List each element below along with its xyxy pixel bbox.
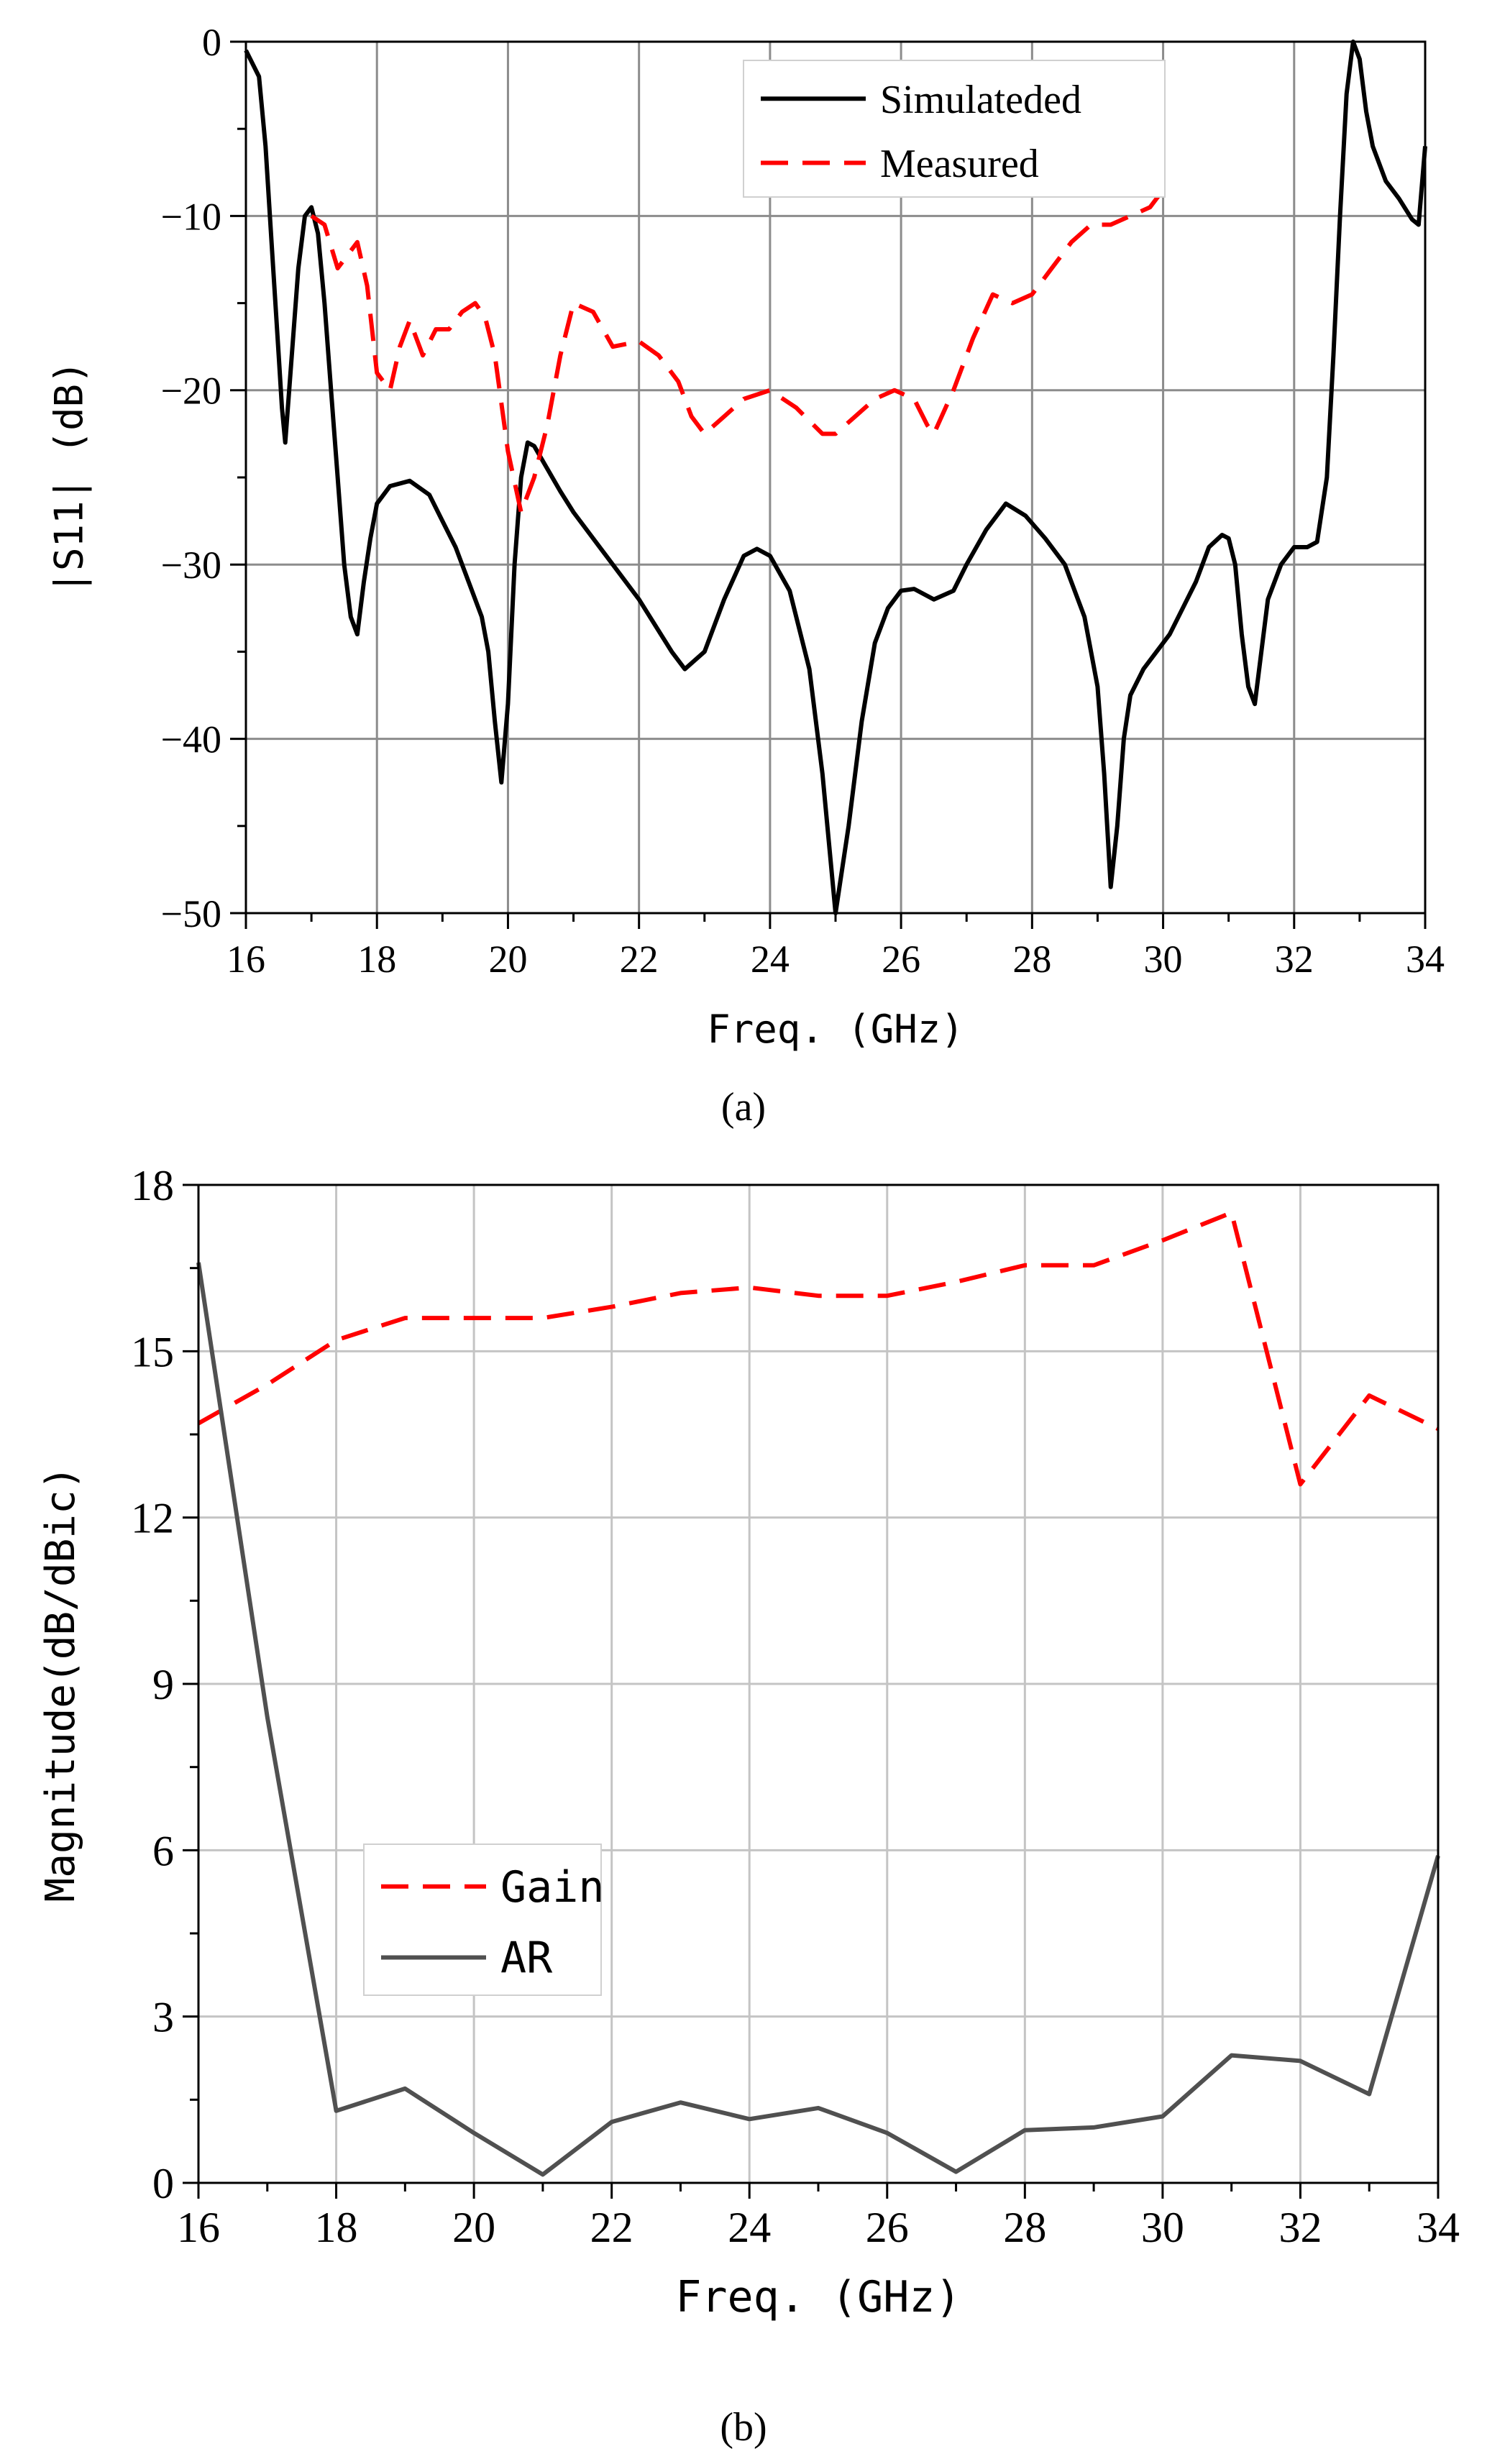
- b-x-tick-label: 16: [177, 2204, 220, 2251]
- a-legend-label-simulateded: Simulateded: [880, 78, 1081, 122]
- b-x-tick-label: 22: [590, 2204, 633, 2251]
- b-x-tick-label: 18: [315, 2204, 358, 2251]
- b-y-tick-label: 9: [152, 1661, 174, 1708]
- a-y-tick-label: −30: [161, 544, 221, 587]
- b-y-tick-label: 3: [152, 1994, 174, 2041]
- a-x-tick-label: 28: [1012, 938, 1051, 981]
- b-x-tick-label: 32: [1278, 2204, 1322, 2251]
- b-legend-label-gain: Gain: [500, 1862, 605, 1913]
- panel-b-tick-labels: 16 18 20 22 24 26 28 30 32 34 0 3 6 9 12 15 18: [131, 1162, 1460, 2251]
- a-x-tick-label: 24: [751, 938, 790, 981]
- panel-a-chart: 16 18 20 22 24 26 28 30 32 34 0 −10 −20 −30 −40 −50 Sim…: [47, 21, 1445, 1052]
- a-x-tick-label: 20: [488, 938, 527, 981]
- b-series-gain-line: [197, 1210, 1440, 1487]
- b-x-tick-label: 20: [452, 2204, 495, 2251]
- panel-a-y-axis-label: |S11| (dB): [47, 360, 92, 594]
- a-y-tick-label: −40: [161, 718, 221, 761]
- panel-b-grid: [198, 1185, 1438, 2183]
- a-legend-label-measured: Measured: [880, 142, 1039, 186]
- panel-b-x-axis-label: Freq. (GHz): [675, 2272, 961, 2322]
- a-x-tick-label: 22: [620, 938, 659, 981]
- a-y-tick-label: −10: [161, 195, 221, 238]
- b-y-tick-label: 6: [152, 1827, 174, 1874]
- panel-b-legend: Gain AR: [363, 1844, 605, 1996]
- b-y-tick-label: 15: [131, 1328, 174, 1375]
- a-x-tick-label: 16: [227, 938, 265, 981]
- panel-a-tick-labels: 16 18 20 22 24 26 28 30 32 34 0 −10 −20 −30 −40 −50: [161, 21, 1445, 981]
- panel-a-x-axis-label: Freq. (GHz): [707, 1007, 964, 1052]
- panel-a-caption: (a): [721, 1085, 766, 1130]
- panel-b-caption: (b): [720, 2405, 767, 2450]
- b-x-tick-label: 24: [728, 2204, 771, 2251]
- b-y-tick-label: 18: [131, 1162, 174, 1209]
- a-y-tick-label: −50: [161, 892, 221, 935]
- a-series-measured-line: [310, 188, 1165, 515]
- b-x-tick-label: 30: [1141, 2204, 1184, 2251]
- a-x-tick-label: 34: [1406, 938, 1445, 981]
- a-y-tick-label: 0: [202, 21, 221, 64]
- a-legend-box: [743, 60, 1166, 198]
- panel-b-series: [196, 1210, 1440, 2177]
- panel-b-chart: 16 18 20 22 24 26 28 30 32 34 0 3 6 9 12 15 18 Gain AR Fr…: [37, 1162, 1460, 2322]
- b-y-tick-label: 12: [131, 1495, 174, 1542]
- b-x-tick-label: 34: [1417, 2204, 1460, 2251]
- a-x-tick-label: 32: [1275, 938, 1314, 981]
- a-y-tick-label: −20: [161, 370, 221, 413]
- b-series-ar-line: [196, 1262, 1440, 2177]
- b-legend-label-ar: AR: [500, 1933, 553, 1984]
- a-x-tick-label: 30: [1144, 938, 1183, 981]
- panel-b-ticks: [183, 1183, 1440, 2199]
- a-x-tick-label: 26: [882, 938, 920, 981]
- panel-a-ticks: [230, 40, 1427, 929]
- b-legend-box: [363, 1844, 602, 1996]
- a-x-tick-label: 18: [357, 938, 396, 981]
- panel-b-y-axis-label: Magnitude(dB/dBic): [37, 1466, 84, 1902]
- panel-a-legend: Simulateded Measured: [743, 60, 1166, 198]
- b-x-tick-label: 28: [1003, 2204, 1046, 2251]
- b-x-tick-label: 26: [866, 2204, 909, 2251]
- b-y-tick-label: 0: [152, 2160, 174, 2207]
